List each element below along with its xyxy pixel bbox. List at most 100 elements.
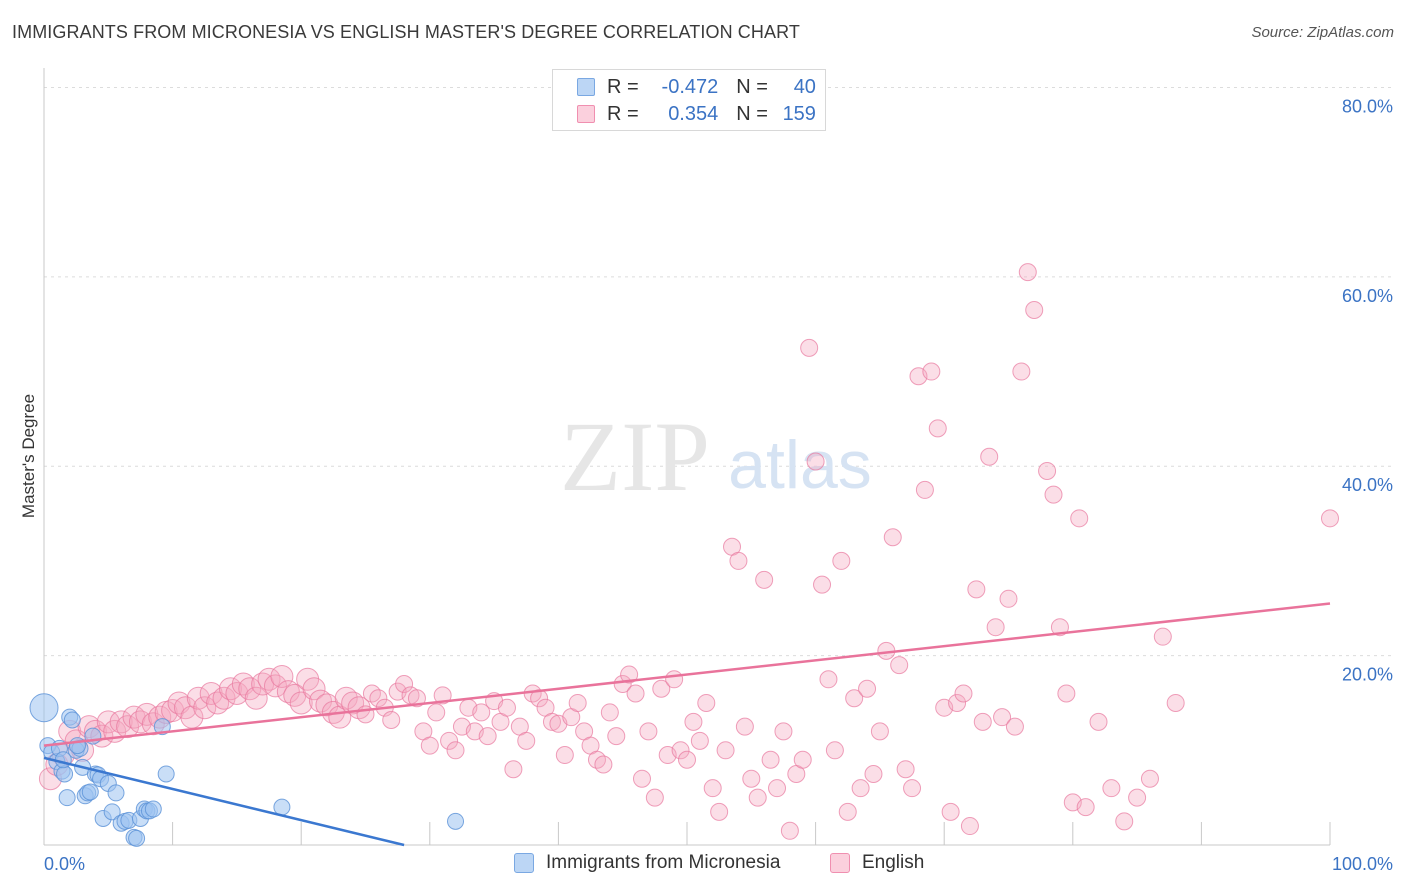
y-tick-label: 20.0% [1342,665,1393,685]
english-point [915,480,934,499]
english-point [639,722,658,741]
y-axis-label: Master's Degree [19,394,38,518]
english-point [903,779,922,798]
x-tick-label: 100.0% [1332,854,1393,874]
english-point [845,689,864,708]
n-value: 40 [793,75,816,98]
gridlines [44,86,1394,657]
english-point [472,703,491,722]
micronesia-points [29,693,465,847]
english-point [690,731,709,750]
english-point [980,447,999,466]
english-point [440,731,459,750]
english-point [568,693,587,712]
english-point [1018,263,1037,282]
english-point [632,769,651,788]
english-point [555,746,574,765]
english-point [1005,717,1024,736]
english-point [341,691,365,715]
correlation-legend: R = -0.472 N = 40 R = 0.354 N = 159 [552,69,826,131]
english-point [825,741,844,760]
english-point [742,769,761,788]
english-point [665,670,684,689]
english-point [407,689,426,708]
micronesia-point [153,718,171,736]
english-point [813,575,832,594]
legend-label-micronesia: Immigrants from Micronesia [546,852,781,873]
english-point [613,675,632,694]
english-point [1128,788,1147,807]
english-point [858,679,877,698]
micronesia-point [103,803,121,821]
micronesia-point [144,800,162,818]
y-tick-label: 60.0% [1342,286,1393,306]
english-point [382,711,401,730]
english-point [678,750,696,769]
english-point [793,750,812,769]
x-tick-label: 0.0% [44,854,85,874]
english-point [594,755,613,774]
micronesia-trend-line [43,756,405,847]
r-label: R = [607,102,639,125]
english-point [587,750,606,769]
english-point [276,680,300,704]
series-legend: Immigrants from Micronesia English [0,852,1406,878]
legend-swatch-blue [514,853,534,873]
english-point [308,689,332,713]
micronesia-point [29,693,59,723]
micronesia-point [56,765,74,783]
english-point [1057,684,1076,703]
english-point [446,741,465,760]
y-tick-label: 80.0% [1342,96,1393,116]
english-point [362,684,381,703]
english-point [960,817,979,836]
english-point [993,708,1012,727]
english-point [244,686,268,710]
english-point [967,580,986,599]
r-value: -0.472 [661,75,719,98]
english-point [1321,509,1339,528]
legend-label-english: English [862,852,925,873]
english-point [864,764,883,783]
english-point [671,741,690,760]
english-point [748,788,767,807]
micronesia-point [58,789,76,807]
english-point [896,760,915,779]
english-point [433,686,452,705]
english-point [369,689,388,708]
english-point [697,693,716,712]
english-point [716,741,735,760]
english-point [652,679,671,698]
english-point [1070,509,1089,528]
english-point [973,712,992,731]
legend-swatch-pink [577,105,595,123]
legend-item-micronesia[interactable]: Immigrants from Micronesia [514,852,780,874]
english-point [1140,769,1159,788]
micronesia-point [68,737,86,755]
english-point [851,779,870,798]
english-point [600,703,619,722]
english-point [928,419,947,438]
watermark-atlas: atlas [728,427,872,503]
legend-row-micronesia: R = -0.472 N = 40 [577,74,816,100]
legend-item-english[interactable]: English [830,852,924,874]
english-point [948,693,967,712]
watermark-zip: ZIP [560,401,710,512]
english-point [1102,779,1121,798]
english-point [780,821,799,840]
micronesia-point [54,751,72,769]
english-point [941,802,960,821]
english-point [607,727,626,746]
english-point [620,665,639,684]
legend-row-english: R = 0.354 N = 159 [577,101,816,127]
trend-lines [43,602,1331,847]
english-point [218,677,242,701]
english-point [774,722,793,741]
tick-labels: 20.0% 40.0% 60.0% 80.0% 0.0% 100.0% [44,96,1393,874]
english-point [922,362,941,381]
n-label: N = [736,102,768,125]
english-point [735,717,754,736]
english-point [800,338,819,357]
english-point [729,551,748,570]
english-point [302,677,326,701]
